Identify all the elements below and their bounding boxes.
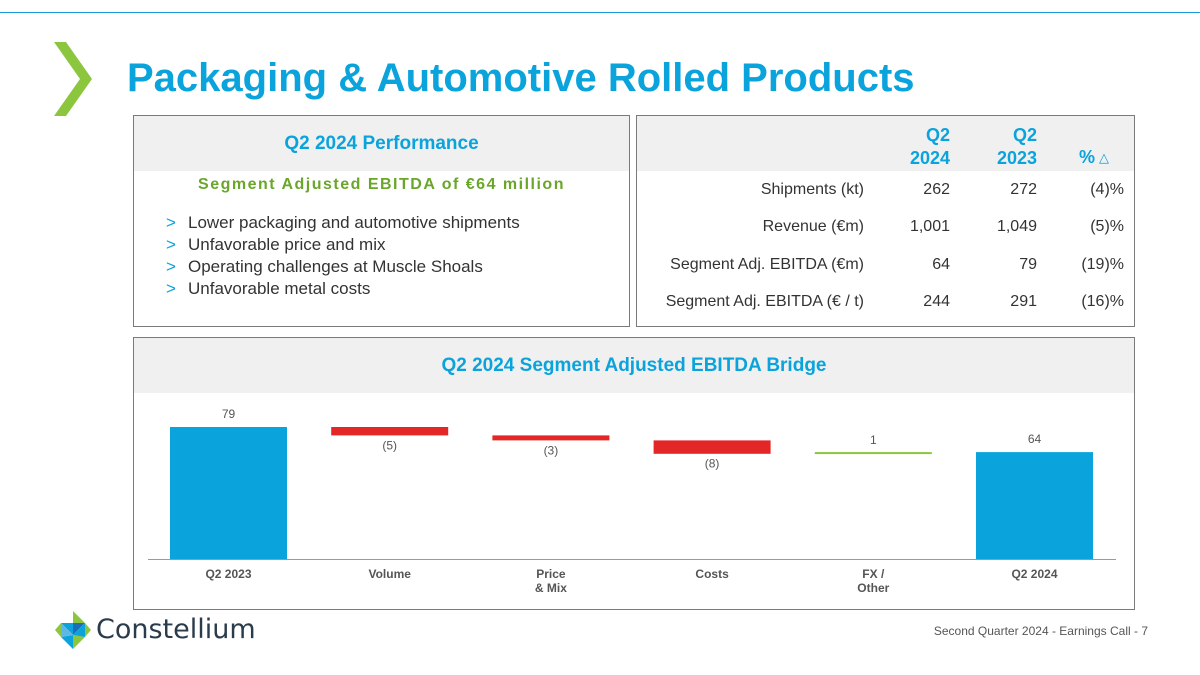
row-label: Revenue (€m): [762, 218, 864, 236]
row-label: Segment Adj. EBITDA (€ / t): [665, 293, 864, 311]
brand-name: Constellium: [96, 614, 256, 645]
cell-q2-2023: 291: [1010, 293, 1037, 311]
performance-panel: Q2 2024 Performance Segment Adjusted EBI…: [133, 115, 630, 327]
top-rule: [0, 12, 1200, 13]
delta-icon: △: [1098, 150, 1109, 165]
cell-pct: (4)%: [1090, 180, 1124, 198]
bar-value-label: (5): [382, 438, 397, 452]
kpi-header-blank: [637, 116, 864, 171]
category-label: Costs: [695, 567, 729, 581]
cell-q2-2024: 64: [932, 255, 950, 273]
bullet-text: Unfavorable metal costs: [188, 279, 371, 298]
cell-q2-2023: 272: [1010, 180, 1037, 198]
performance-subheading: Segment Adjusted EBITDA of €64 million: [198, 176, 565, 193]
category-label: Q2 2024: [1011, 567, 1057, 581]
bar-1: [331, 427, 449, 436]
bullet-item: > Operating challenges at Muscle Shoals: [166, 256, 629, 278]
cell-pct: (19)%: [1081, 255, 1124, 273]
bar-5: [976, 452, 1093, 559]
performance-heading: Q2 2024 Performance: [134, 116, 629, 171]
bar-value-label: 64: [1028, 432, 1042, 446]
cell-q2-2024: 262: [923, 180, 950, 198]
bar-value-label: (3): [544, 443, 559, 457]
bullet-marker: >: [166, 235, 176, 254]
cell-q2-2023: 79: [1019, 255, 1037, 273]
page-title: Packaging & Automotive Rolled Products: [127, 56, 915, 100]
row-label: Segment Adj. EBITDA (€m): [670, 255, 864, 273]
cell-pct: (16)%: [1081, 293, 1124, 311]
category-label: Q2 2023: [205, 567, 251, 581]
kpi-panel: Q2 2024 Q2 2023 % △ Shipments (kt) 262 272 …: [636, 115, 1135, 327]
chart-title: Q2 2024 Segment Adjusted EBITDA Bridge: [134, 338, 1134, 393]
table-row: Shipments (kt) 262 272 (4)%: [637, 171, 1124, 209]
bullet-marker: >: [166, 279, 176, 298]
footer-text: Second Quarter 2024 - Earnings Call - 7: [933, 624, 1148, 638]
header-q2-2024: Q2 2024: [909, 125, 950, 168]
bar-2: [492, 435, 610, 441]
bullet-item: > Unfavorable price and mix: [166, 234, 629, 256]
bar-4: [814, 452, 932, 455]
constellium-logo-icon: [55, 611, 91, 649]
chevron-icon: [54, 42, 92, 116]
cell-q2-2023: 1,049: [996, 218, 1037, 236]
kpi-header-band: [637, 116, 1134, 171]
bullet-text: Unfavorable price and mix: [188, 235, 386, 254]
table-row: Segment Adj. EBITDA (€ / t) 244 291 (16)…: [637, 284, 1124, 322]
bridge-panel: Q2 2024 Segment Adjusted EBITDA Bridge 7…: [133, 337, 1135, 610]
bullet-marker: >: [166, 213, 176, 232]
bar-3: [653, 440, 771, 454]
category-label: FX / Other: [857, 567, 889, 595]
bar-value-label: 1: [870, 433, 877, 447]
table-row: Segment Adj. EBITDA (€m) 64 79 (19)%: [637, 246, 1124, 284]
bridge-chart: 79 Q2 2023 (5) Volume (3) Price & Mix (8) Costs 1…: [148, 407, 1116, 595]
table-row: Revenue (€m) 1,001 1,049 (5)%: [637, 209, 1124, 247]
category-label: Price & Mix: [535, 567, 567, 595]
bullet-marker: >: [166, 257, 176, 276]
bullet-item: > Lower packaging and automotive shipment…: [166, 212, 629, 234]
row-label: Shipments (kt): [760, 180, 864, 198]
kpi-table: Q2 2024 Q2 2023 % △ Shipments (kt) 262 272 …: [637, 116, 1124, 321]
header-q2-2023: Q2 2023: [996, 125, 1037, 168]
bar-value-label: 79: [222, 407, 236, 421]
bar-value-label: (8): [705, 457, 720, 471]
bullet-text: Lower packaging and automotive shipments: [188, 213, 520, 232]
bullet-item: > Unfavorable metal costs: [166, 278, 629, 300]
header-pct-change: % △: [1078, 147, 1109, 167]
performance-bullets: > Lower packaging and automotive shipment…: [134, 212, 629, 300]
bar-0: [170, 427, 287, 559]
cell-pct: (5)%: [1090, 218, 1124, 236]
kpi-header-row: Q2 2024 Q2 2023 % △: [637, 116, 1124, 171]
bullet-text: Operating challenges at Muscle Shoals: [188, 257, 483, 276]
category-label: Volume: [368, 567, 411, 581]
cell-q2-2024: 1,001: [909, 218, 950, 236]
cell-q2-2024: 244: [923, 293, 950, 311]
